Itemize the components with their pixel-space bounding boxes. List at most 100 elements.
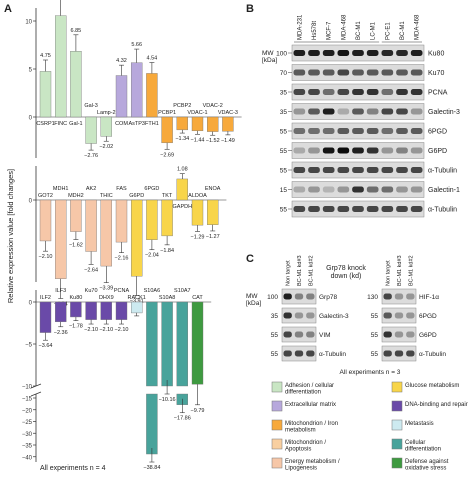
- bar-vdac-2: [206, 116, 219, 132]
- blot-band: [293, 128, 306, 134]
- value-label: −1.29: [191, 234, 205, 240]
- legend-label-ecm: Extracellular matrix: [285, 402, 336, 408]
- bar-astp3: [130, 62, 143, 118]
- blot-band: [410, 50, 423, 56]
- blot-band: [406, 312, 415, 319]
- lane-label: MCF-7: [327, 21, 333, 40]
- blot-label: Grp78: [319, 294, 337, 301]
- category-label: AK2: [86, 186, 96, 192]
- value-label: 5.66: [131, 42, 142, 48]
- bar-aldoa: [191, 199, 204, 226]
- blot-label: Ku70: [428, 70, 444, 77]
- category-label: CAT: [192, 295, 203, 301]
- blot-band: [308, 206, 320, 212]
- value-label: −2.10: [39, 254, 53, 260]
- y-tick-label: 10: [25, 20, 32, 26]
- y-tick-label: −15: [22, 397, 33, 403]
- category-label: G6PD: [129, 193, 144, 199]
- lane-label: MDA-468: [415, 14, 421, 40]
- blot-band: [322, 108, 335, 115]
- legend-label-dna: DNA-binding and repair: [405, 402, 468, 408]
- blot-band: [294, 312, 304, 319]
- blot-band: [396, 89, 408, 95]
- blot-band: [322, 128, 335, 134]
- bar-com: [115, 75, 128, 118]
- y-tick-label: −5: [25, 343, 33, 349]
- bar-s10a8: [161, 301, 173, 387]
- legend-swatch-metastasis: [391, 419, 403, 431]
- value-label: −2.69: [160, 152, 174, 158]
- blot-band: [293, 167, 306, 173]
- blot-mw: 55: [280, 148, 288, 155]
- blot-band: [294, 350, 304, 357]
- bar-cat: [191, 301, 204, 385]
- bar-gal-1: [70, 51, 82, 118]
- blot-band: [352, 128, 364, 134]
- blot-band: [308, 128, 320, 134]
- y-tick-label: 0: [29, 301, 33, 307]
- blot-band: [381, 50, 394, 56]
- category-label: ILF2: [40, 295, 51, 301]
- category-label: TKT: [162, 193, 173, 199]
- blot-band: [396, 186, 408, 193]
- value-label: −38.84: [143, 465, 160, 471]
- blot-band: [383, 350, 392, 357]
- blot-band: [381, 206, 394, 212]
- blot-band: [366, 206, 379, 212]
- bar-gal-3: [85, 116, 97, 144]
- blot-mw: 35: [280, 90, 288, 97]
- legend-swatch-mito_apop: [271, 438, 283, 450]
- legend-label-adhesion: Adhesion / cellular differentiation: [285, 383, 334, 396]
- blot-band: [306, 293, 315, 300]
- blot-band: [410, 206, 423, 212]
- category-label: FINC: [54, 121, 67, 127]
- blot-band: [294, 331, 304, 338]
- panel-c-knockdown-blots: C MW [kDa] Grp78 knock down (kd) Non target BC…: [246, 253, 446, 376]
- blot-band: [410, 89, 423, 95]
- blot-band: [337, 206, 350, 212]
- blot-band: [352, 108, 364, 115]
- blot-band: [366, 167, 379, 173]
- blot-label: G6PD: [428, 148, 447, 155]
- bar-got2: [39, 199, 52, 242]
- category-label: Gal-1: [69, 121, 82, 127]
- value-label: 6.85: [71, 28, 82, 34]
- panel-a-chart: A Relative expression value [fold changes…: [4, 0, 242, 472]
- bar-pcbp1: [161, 116, 173, 144]
- blot-band: [410, 69, 423, 76]
- category-label: Lamp-2: [97, 110, 116, 116]
- blot-band: [396, 69, 408, 76]
- value-label: −17.86: [174, 416, 191, 422]
- blot-band: [394, 312, 404, 319]
- category-label: Ku70: [85, 288, 98, 294]
- category-label: THIC: [100, 193, 113, 199]
- category-label: FTH1: [145, 121, 159, 127]
- panel-a-letter: A: [4, 3, 12, 15]
- blot-label: α-Tubulin: [428, 168, 457, 175]
- y-tick-label: −20: [22, 408, 33, 414]
- blot-band: [306, 350, 315, 357]
- bar-ilf3: [55, 301, 67, 323]
- value-label: −1.62: [69, 242, 83, 248]
- value-label: −2.64: [84, 267, 98, 273]
- blot-band: [383, 293, 392, 300]
- panel-b-western-blots: B MW [kDa] MDA-231 Hs578t MCF-7 MDA-468 BC-M1 LC…: [246, 3, 460, 218]
- category-label: VDAC-1: [187, 110, 207, 116]
- category-label: S10A6: [144, 288, 161, 294]
- lane-label: PC-E1: [385, 22, 391, 40]
- blot-band: [337, 50, 350, 56]
- y-tick-label: −35: [22, 444, 33, 450]
- bar-s10a6: [146, 301, 158, 387]
- blot-mw: 70: [280, 70, 288, 77]
- blot-band: [293, 50, 306, 56]
- lane-label: Non target: [386, 260, 392, 286]
- value-label: −1.52: [206, 138, 220, 144]
- category-label: MDH2: [68, 193, 84, 199]
- blot-mw: 55: [280, 207, 288, 214]
- bar-g6pd: [130, 199, 143, 277]
- blot-band: [352, 186, 364, 193]
- blot-band: [283, 331, 292, 338]
- category-label: S10A7: [174, 288, 191, 294]
- blot-band: [322, 89, 335, 95]
- category-label: FAS: [116, 186, 127, 192]
